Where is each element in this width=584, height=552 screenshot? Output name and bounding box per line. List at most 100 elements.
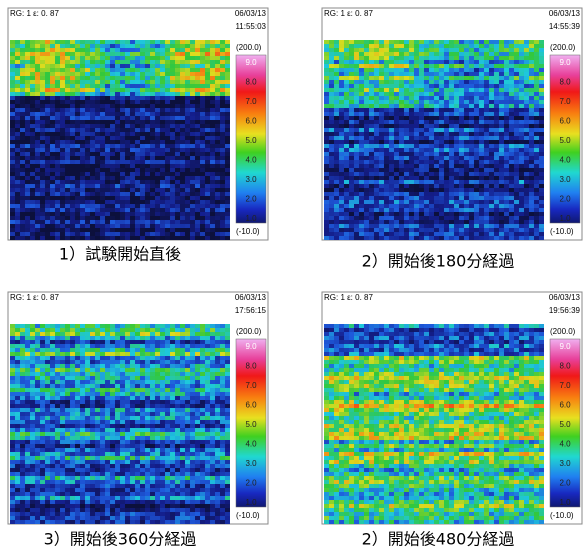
thermal-pixel: [215, 100, 220, 104]
thermal-pixel: [494, 40, 499, 44]
thermal-pixel: [429, 72, 434, 76]
scale-label: 7.0: [559, 97, 571, 106]
thermal-pixel: [424, 120, 429, 124]
thermal-pixel: [354, 208, 359, 212]
thermal-pixel: [85, 336, 90, 340]
thermal-pixel: [200, 40, 205, 44]
thermal-pixel: [85, 44, 90, 48]
thermal-pixel: [65, 88, 70, 92]
thermal-pixel: [185, 52, 190, 56]
thermal-pixel: [20, 192, 25, 196]
thermal-pixel: [449, 148, 454, 152]
thermal-pixel: [160, 140, 165, 144]
thermal-pixel: [529, 208, 534, 212]
thermal-pixel: [135, 372, 140, 376]
thermal-pixel: [45, 96, 50, 100]
thermal-pixel: [504, 216, 509, 220]
thermal-pixel: [15, 168, 20, 172]
thermal-pixel: [180, 168, 185, 172]
thermal-pixel: [205, 44, 210, 48]
thermal-pixel: [464, 216, 469, 220]
thermal-pixel: [474, 108, 479, 112]
thermal-pixel: [514, 132, 519, 136]
thermal-pixel: [404, 108, 409, 112]
thermal-pixel: [110, 68, 115, 72]
thermal-pixel: [504, 76, 509, 80]
thermal-pixel: [404, 92, 409, 96]
thermal-pixel: [374, 156, 379, 160]
thermal-pixel: [225, 60, 230, 64]
thermal-pixel: [195, 40, 200, 44]
thermal-pixel: [439, 56, 444, 60]
thermal-pixel: [160, 228, 165, 232]
thermal-pixel: [155, 76, 160, 80]
thermal-pixel: [35, 120, 40, 124]
thermal-pixel: [424, 212, 429, 216]
thermal-pixel: [459, 132, 464, 136]
thermal-pixel: [10, 324, 15, 328]
thermal-pixel: [539, 96, 544, 100]
thermal-pixel: [135, 208, 140, 212]
thermal-pixel: [40, 92, 45, 96]
thermal-pixel: [110, 104, 115, 108]
thermal-pixel: [10, 40, 15, 44]
thermal-pixel: [484, 96, 489, 100]
thermal-pixel: [469, 180, 474, 184]
thermal-pixel: [205, 224, 210, 228]
thermal-pixel: [165, 188, 170, 192]
thermal-pixel: [195, 340, 200, 344]
thermal-pixel: [175, 76, 180, 80]
thermal-pixel: [339, 48, 344, 52]
thermal-pixel: [55, 116, 60, 120]
thermal-pixel: [75, 356, 80, 360]
thermal-pixel: [130, 40, 135, 44]
thermal-pixel: [25, 160, 30, 164]
thermal-pixel: [30, 96, 35, 100]
thermal-pixel: [80, 172, 85, 176]
thermal-pixel: [100, 156, 105, 160]
thermal-pixel: [394, 168, 399, 172]
thermal-pixel: [464, 176, 469, 180]
thermal-pixel: [519, 184, 524, 188]
thermal-pixel: [205, 132, 210, 136]
thermal-pixel: [424, 104, 429, 108]
thermal-pixel: [210, 212, 215, 216]
thermal-pixel: [539, 128, 544, 132]
thermal-pixel: [459, 72, 464, 76]
thermal-pixel: [210, 176, 215, 180]
thermal-pixel: [409, 208, 414, 212]
thermal-pixel: [404, 220, 409, 224]
thermal-pixel: [195, 348, 200, 352]
thermal-pixel: [444, 136, 449, 140]
thermal-pixel: [25, 124, 30, 128]
thermal-pixel: [449, 160, 454, 164]
thermal-pixel: [539, 220, 544, 224]
thermal-pixel: [379, 40, 384, 44]
thermal-pixel: [145, 176, 150, 180]
thermal-pixel: [429, 236, 434, 240]
thermal-pixel: [155, 88, 160, 92]
thermal-pixel: [200, 368, 205, 372]
thermal-pixel: [359, 112, 364, 116]
thermal-pixel: [170, 164, 175, 168]
thermal-pixel: [200, 148, 205, 152]
thermal-pixel: [25, 156, 30, 160]
thermal-pixel: [75, 44, 80, 48]
thermal-pixel: [459, 224, 464, 228]
thermal-pixel: [419, 220, 424, 224]
thermal-pixel: [439, 124, 444, 128]
thermal-pixel: [60, 120, 65, 124]
thermal-pixel: [215, 160, 220, 164]
thermal-pixel: [429, 192, 434, 196]
thermal-pixel: [100, 372, 105, 376]
thermal-pixel: [509, 148, 514, 152]
thermal-pixel: [424, 164, 429, 168]
thermal-pixel: [40, 80, 45, 84]
thermal-pixel: [30, 180, 35, 184]
thermal-pixel: [394, 108, 399, 112]
thermal-pixel: [125, 132, 130, 136]
thermal-pixel: [205, 324, 210, 328]
thermal-pixel: [20, 84, 25, 88]
thermal-pixel: [424, 204, 429, 208]
thermal-pixel: [504, 112, 509, 116]
